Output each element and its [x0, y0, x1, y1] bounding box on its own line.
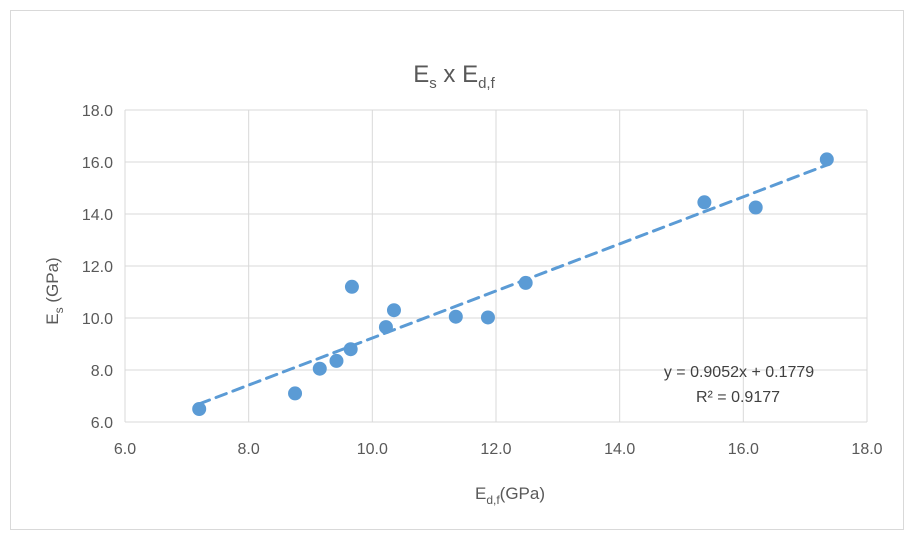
data-point	[288, 386, 303, 401]
chart-title: Es x Ed,f	[413, 61, 495, 92]
trendline-equation: y = 0.9052x + 0.1779	[664, 364, 814, 381]
data-point	[329, 353, 344, 368]
y-tick-label: 10.0	[82, 311, 113, 328]
y-tick-label: 18.0	[82, 103, 113, 120]
y-axis-title: Es (GPa)	[43, 257, 66, 324]
chart-title-mid: x E	[437, 61, 478, 88]
chart-title-main: E	[413, 61, 429, 88]
y-tick-label: 12.0	[82, 259, 113, 276]
x-axis-title-rest: (GPa)	[500, 484, 545, 503]
y-axis-tick-labels: 6.0 8.0 10.0 12.0 14.0 16.0 18.0	[82, 103, 113, 432]
x-axis-title: Ed,f(GPa)	[475, 484, 545, 507]
chart-title-sub1: s	[429, 75, 437, 92]
y-axis-title-main: E	[43, 313, 62, 324]
data-point	[344, 279, 359, 294]
data-point	[819, 152, 834, 167]
gridlines	[124, 109, 868, 423]
x-tick-label: 12.0	[480, 441, 511, 458]
x-tick-label: 14.0	[604, 441, 635, 458]
data-point	[343, 342, 358, 357]
trendline-layer	[197, 163, 829, 406]
x-tick-label: 18.0	[851, 441, 882, 458]
data-point	[386, 303, 401, 318]
x-tick-label: 8.0	[238, 441, 260, 458]
y-tick-label: 14.0	[82, 207, 113, 224]
chart-area	[10, 10, 904, 530]
trendline	[197, 163, 829, 406]
y-axis-title-rest: (GPa)	[43, 257, 62, 307]
chart-title-sub2: d,f	[478, 75, 496, 92]
x-axis-tick-labels: 6.0 8.0 10.0 12.0 14.0 16.0 18.0	[114, 441, 883, 458]
trendline-r-squared: R² = 0.9177	[696, 389, 780, 406]
data-point	[192, 402, 207, 416]
x-tick-label: 10.0	[357, 441, 388, 458]
y-axis-title-sub: s	[52, 307, 66, 313]
data-point	[518, 275, 533, 290]
data-point	[480, 310, 495, 325]
data-point	[748, 200, 763, 215]
y-tick-label: 8.0	[91, 363, 113, 380]
data-points	[192, 152, 834, 416]
data-point	[697, 195, 712, 210]
y-tick-label: 16.0	[82, 155, 113, 172]
x-axis-title-main: E	[475, 484, 486, 503]
data-point	[312, 361, 327, 376]
x-tick-label: 16.0	[728, 441, 759, 458]
x-axis-title-sub: d,f	[486, 493, 500, 507]
data-point	[448, 309, 463, 324]
data-point	[378, 320, 393, 335]
y-tick-label: 6.0	[91, 415, 113, 432]
x-tick-label: 6.0	[114, 441, 136, 458]
